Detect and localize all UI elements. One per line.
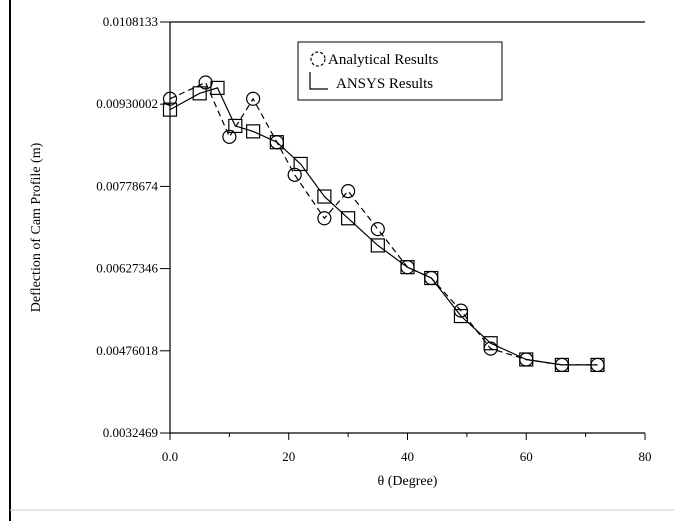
x-tick-label: 60 (520, 449, 533, 464)
y-tick-label: 0.00930002 (96, 96, 158, 111)
y-tick-label: 0.0032469 (103, 425, 158, 440)
x-tick-label: 80 (639, 449, 652, 464)
data-point-square (210, 80, 225, 96)
legend-label-ansys: ANSYS Results (336, 76, 433, 92)
y-tick-label: 0.00778674 (96, 178, 158, 193)
legend-label-analytical: Analytical Results (328, 52, 439, 68)
data-point-square (370, 238, 385, 253)
frame-border (9, 0, 674, 521)
data-point-circle (341, 184, 356, 199)
data-point-square (424, 270, 439, 286)
series-analytical (162, 75, 605, 373)
series-group (162, 75, 605, 373)
series-line (169, 81, 598, 366)
y-tick-label: 0.00627346 (96, 261, 158, 276)
y-tick-label: 0.0108133 (103, 14, 158, 29)
data-point-square (228, 118, 243, 134)
y-tick-label: 0.00476018 (96, 343, 158, 358)
data-point-square (246, 124, 261, 139)
data-point-circle (246, 91, 261, 106)
data-point-square (483, 336, 498, 351)
ticks: 0.0032469 0.00476018 0.00627346 0.00778674 0… (96, 14, 651, 464)
x-tick-label: 40 (401, 449, 414, 464)
y-axis-label: Deflection of Cam Profile (m) (29, 142, 44, 312)
data-point-square (341, 211, 356, 226)
x-axis-label: θ (Degree) (378, 474, 438, 489)
legend-marker-circle (310, 51, 326, 67)
data-point-square (317, 189, 332, 204)
legend-box (297, 41, 503, 101)
legend-marker-square (309, 72, 328, 90)
data-point-square (269, 135, 284, 150)
legend: Analytical Results ANSYS Results (297, 41, 503, 101)
data-point-square (192, 86, 207, 101)
data-point-circle (162, 91, 178, 106)
data-point-square (519, 352, 534, 367)
data-point-square (590, 357, 605, 373)
data-point-square (400, 260, 415, 275)
series-line (169, 87, 598, 366)
data-point-square (162, 102, 178, 117)
data-point-square (293, 156, 308, 172)
data-point-circle (370, 222, 385, 237)
data-point-square (554, 357, 569, 373)
x-tick-label: 20 (282, 449, 295, 464)
x-tick-label: 0.0 (162, 449, 178, 464)
data-point-square (453, 308, 469, 324)
data-point-circle (317, 211, 332, 226)
series-ansys (162, 80, 605, 373)
